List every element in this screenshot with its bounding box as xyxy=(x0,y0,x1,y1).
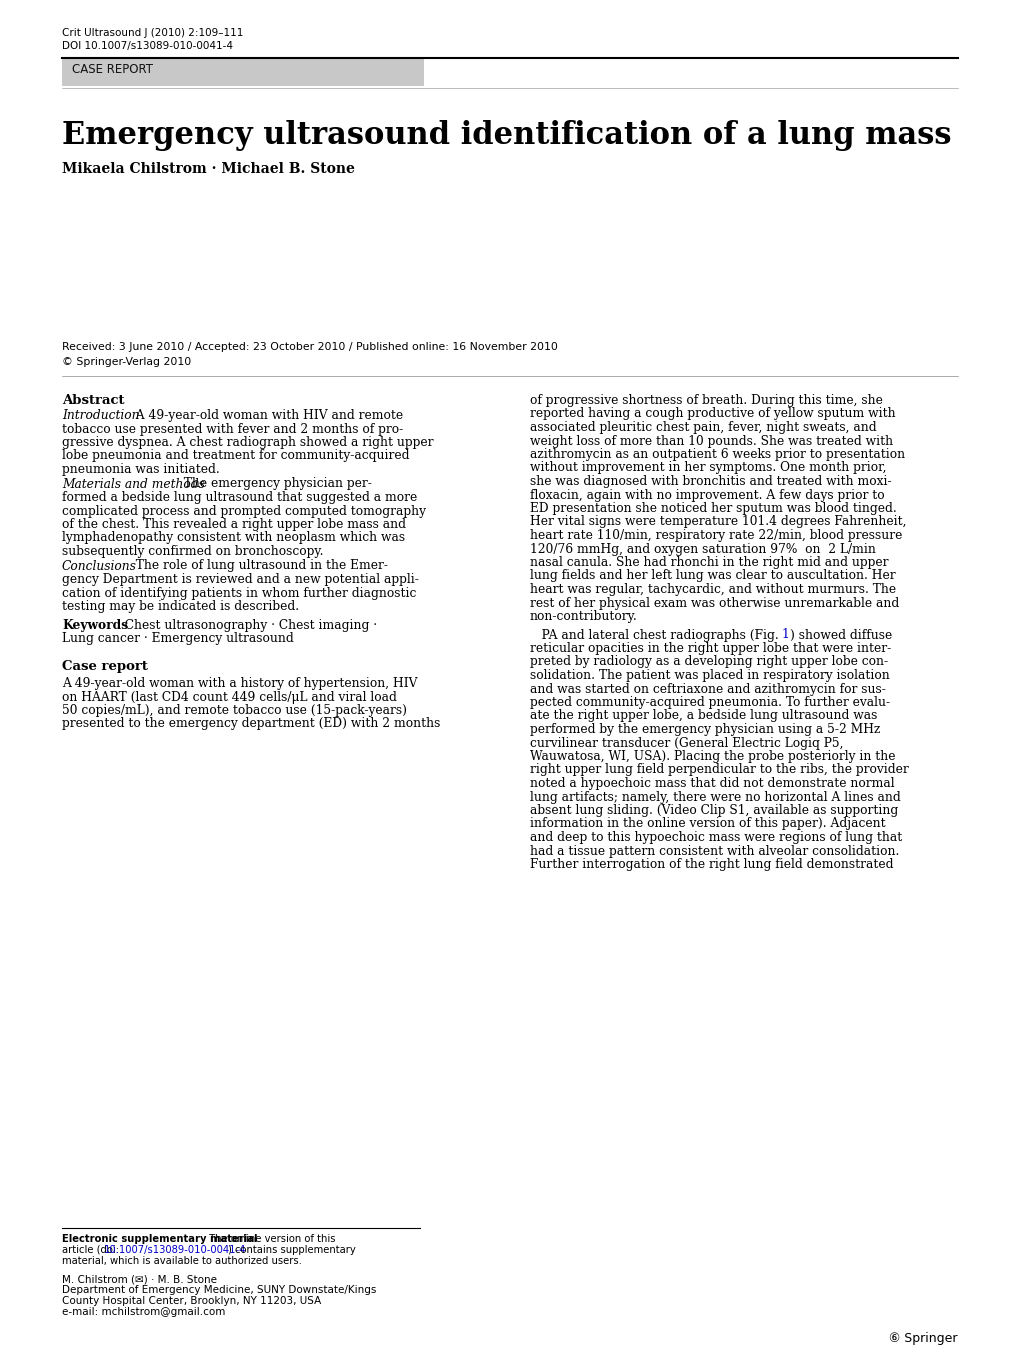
Text: on HAART (last CD4 count 449 cells/μL and viral load: on HAART (last CD4 count 449 cells/μL an… xyxy=(62,691,396,703)
Text: Wauwatosa, WI, USA). Placing the probe posteriorly in the: Wauwatosa, WI, USA). Placing the probe p… xyxy=(530,751,895,763)
Text: ⑥ Springer: ⑥ Springer xyxy=(889,1332,957,1346)
Text: she was diagnosed with bronchitis and treated with moxi-: she was diagnosed with bronchitis and tr… xyxy=(530,476,891,488)
Text: cation of identifying patients in whom further diagnostic: cation of identifying patients in whom f… xyxy=(62,587,416,599)
Text: reported having a cough productive of yellow sputum with: reported having a cough productive of ye… xyxy=(530,408,895,420)
Text: noted a hypoechoic mass that did not demonstrate normal: noted a hypoechoic mass that did not dem… xyxy=(530,776,894,790)
Text: Introduction: Introduction xyxy=(62,409,140,421)
Text: Abstract: Abstract xyxy=(62,394,124,406)
Text: The role of lung ultrasound in the Emer-: The role of lung ultrasound in the Emer- xyxy=(127,560,387,573)
Text: Mikaela Chilstrom · Michael B. Stone: Mikaela Chilstrom · Michael B. Stone xyxy=(62,163,355,176)
Text: lung artifacts; namely, there were no horizontal A lines and: lung artifacts; namely, there were no ho… xyxy=(530,790,900,804)
Text: e-mail: mchilstrom@gmail.com: e-mail: mchilstrom@gmail.com xyxy=(62,1308,225,1317)
Text: County Hospital Center, Brooklyn, NY 11203, USA: County Hospital Center, Brooklyn, NY 112… xyxy=(62,1295,321,1306)
Text: had a tissue pattern consistent with alveolar consolidation.: had a tissue pattern consistent with alv… xyxy=(530,844,899,858)
Text: and was started on ceftriaxone and azithromycin for sus-: and was started on ceftriaxone and azith… xyxy=(530,683,886,695)
Text: CASE REPORT: CASE REPORT xyxy=(72,62,153,76)
Text: right upper lung field perpendicular to the ribs, the provider: right upper lung field perpendicular to … xyxy=(530,763,908,776)
Text: nasal canula. She had rhonchi in the right mid and upper: nasal canula. She had rhonchi in the rig… xyxy=(530,556,888,569)
Text: rest of her physical exam was otherwise unremarkable and: rest of her physical exam was otherwise … xyxy=(530,596,899,610)
Text: article (doi:: article (doi: xyxy=(62,1245,119,1255)
Text: ) contains supplementary: ) contains supplementary xyxy=(228,1245,356,1255)
Text: floxacin, again with no improvement. A few days prior to: floxacin, again with no improvement. A f… xyxy=(530,489,883,501)
Text: solidation. The patient was placed in respiratory isolation: solidation. The patient was placed in re… xyxy=(530,669,889,682)
Text: ) showed diffuse: ) showed diffuse xyxy=(790,629,892,641)
Text: preted by radiology as a developing right upper lobe con-: preted by radiology as a developing righ… xyxy=(530,656,888,668)
Text: pneumonia was initiated.: pneumonia was initiated. xyxy=(62,463,219,476)
Text: Case report: Case report xyxy=(62,660,148,673)
Text: performed by the emergency physician using a 5-2 MHz: performed by the emergency physician usi… xyxy=(530,724,879,736)
Text: Further interrogation of the right lung field demonstrated: Further interrogation of the right lung … xyxy=(530,858,893,871)
Text: information in the online version of this paper). Adjacent: information in the online version of thi… xyxy=(530,817,884,831)
Text: ate the right upper lobe, a bedside lung ultrasound was: ate the right upper lobe, a bedside lung… xyxy=(530,710,876,722)
Text: Electronic supplementary material: Electronic supplementary material xyxy=(62,1234,257,1244)
Text: Department of Emergency Medicine, SUNY Downstate/Kings: Department of Emergency Medicine, SUNY D… xyxy=(62,1285,376,1295)
Text: lung fields and her left lung was clear to auscultation. Her: lung fields and her left lung was clear … xyxy=(530,569,895,583)
Text: DOI 10.1007/s13089-010-0041-4: DOI 10.1007/s13089-010-0041-4 xyxy=(62,41,232,51)
Text: M. Chilstrom (✉) · M. B. Stone: M. Chilstrom (✉) · M. B. Stone xyxy=(62,1274,217,1285)
Text: subsequently confirmed on bronchoscopy.: subsequently confirmed on bronchoscopy. xyxy=(62,545,323,558)
Text: Chest ultrasonography · Chest imaging ·: Chest ultrasonography · Chest imaging · xyxy=(117,618,377,631)
Text: Materials and methods: Materials and methods xyxy=(62,477,205,491)
Text: of progressive shortness of breath. During this time, she: of progressive shortness of breath. Duri… xyxy=(530,394,882,406)
Text: © Springer-Verlag 2010: © Springer-Verlag 2010 xyxy=(62,356,192,367)
Text: ED presentation she noticed her sputum was blood tinged.: ED presentation she noticed her sputum w… xyxy=(530,501,896,515)
Text: Her vital signs were temperature 101.4 degrees Fahrenheit,: Her vital signs were temperature 101.4 d… xyxy=(530,515,906,528)
Text: The emergency physician per-: The emergency physician per- xyxy=(176,477,372,491)
Text: testing may be indicated is described.: testing may be indicated is described. xyxy=(62,600,299,612)
Text: Crit Ultrasound J (2010) 2:109–111: Crit Ultrasound J (2010) 2:109–111 xyxy=(62,28,244,38)
Text: associated pleuritic chest pain, fever, night sweats, and: associated pleuritic chest pain, fever, … xyxy=(530,421,875,434)
Text: pected community-acquired pneumonia. To further evalu-: pected community-acquired pneumonia. To … xyxy=(530,696,890,709)
Text: material, which is available to authorized users.: material, which is available to authoriz… xyxy=(62,1256,302,1266)
Text: without improvement in her symptoms. One month prior,: without improvement in her symptoms. One… xyxy=(530,462,886,474)
Text: curvilinear transducer (General Electric Logiq P5,: curvilinear transducer (General Electric… xyxy=(530,737,843,749)
Text: heart was regular, tachycardic, and without murmurs. The: heart was regular, tachycardic, and with… xyxy=(530,583,896,596)
Text: Emergency ultrasound identification of a lung mass: Emergency ultrasound identification of a… xyxy=(62,121,951,150)
Text: The online version of this: The online version of this xyxy=(203,1234,335,1244)
Bar xyxy=(62,60,424,85)
Text: non-contributory.: non-contributory. xyxy=(530,610,637,623)
Text: of the chest. This revealed a right upper lobe mass and: of the chest. This revealed a right uppe… xyxy=(62,518,406,531)
Text: tobacco use presented with fever and 2 months of pro-: tobacco use presented with fever and 2 m… xyxy=(62,423,403,435)
Text: absent lung sliding. (Video Clip S1, available as supporting: absent lung sliding. (Video Clip S1, ava… xyxy=(530,804,898,817)
Text: Received: 3 June 2010 / Accepted: 23 October 2010 / Published online: 16 Novembe: Received: 3 June 2010 / Accepted: 23 Oct… xyxy=(62,341,557,352)
Text: presented to the emergency department (ED) with 2 months: presented to the emergency department (E… xyxy=(62,718,440,730)
Text: weight loss of more than 10 pounds. She was treated with: weight loss of more than 10 pounds. She … xyxy=(530,435,893,447)
Text: A 49-year-old woman with a history of hypertension, HIV: A 49-year-old woman with a history of hy… xyxy=(62,678,417,690)
Text: 1: 1 xyxy=(782,629,789,641)
Text: gressive dyspnea. A chest radiograph showed a right upper: gressive dyspnea. A chest radiograph sho… xyxy=(62,436,433,449)
Text: lymphadenopathy consistent with neoplasm which was: lymphadenopathy consistent with neoplasm… xyxy=(62,531,405,545)
Text: lobe pneumonia and treatment for community-acquired: lobe pneumonia and treatment for communi… xyxy=(62,450,409,462)
Text: reticular opacities in the right upper lobe that were inter-: reticular opacities in the right upper l… xyxy=(530,642,891,654)
Text: azithromycin as an outpatient 6 weeks prior to presentation: azithromycin as an outpatient 6 weeks pr… xyxy=(530,449,904,461)
Text: Conclusions: Conclusions xyxy=(62,560,137,573)
Text: 120/76 mmHg, and oxygen saturation 97%  on  2 L/min: 120/76 mmHg, and oxygen saturation 97% o… xyxy=(530,542,875,556)
Text: 10.1007/s13089-010-0041-4: 10.1007/s13089-010-0041-4 xyxy=(104,1245,247,1255)
Text: Keywords: Keywords xyxy=(62,618,128,631)
Text: and deep to this hypoechoic mass were regions of lung that: and deep to this hypoechoic mass were re… xyxy=(530,831,902,844)
Text: complicated process and prompted computed tomography: complicated process and prompted compute… xyxy=(62,504,426,518)
Text: heart rate 110/min, respiratory rate 22/min, blood pressure: heart rate 110/min, respiratory rate 22/… xyxy=(530,528,902,542)
Text: A 49-year-old woman with HIV and remote: A 49-year-old woman with HIV and remote xyxy=(127,409,403,421)
Text: gency Department is reviewed and a new potential appli-: gency Department is reviewed and a new p… xyxy=(62,573,419,585)
Text: formed a bedside lung ultrasound that suggested a more: formed a bedside lung ultrasound that su… xyxy=(62,491,417,504)
Text: 50 copies/mL), and remote tobacco use (15-pack-years): 50 copies/mL), and remote tobacco use (1… xyxy=(62,705,407,717)
Text: PA and lateral chest radiographs (Fig.: PA and lateral chest radiographs (Fig. xyxy=(530,629,782,641)
Text: Lung cancer · Emergency ultrasound: Lung cancer · Emergency ultrasound xyxy=(62,631,293,645)
